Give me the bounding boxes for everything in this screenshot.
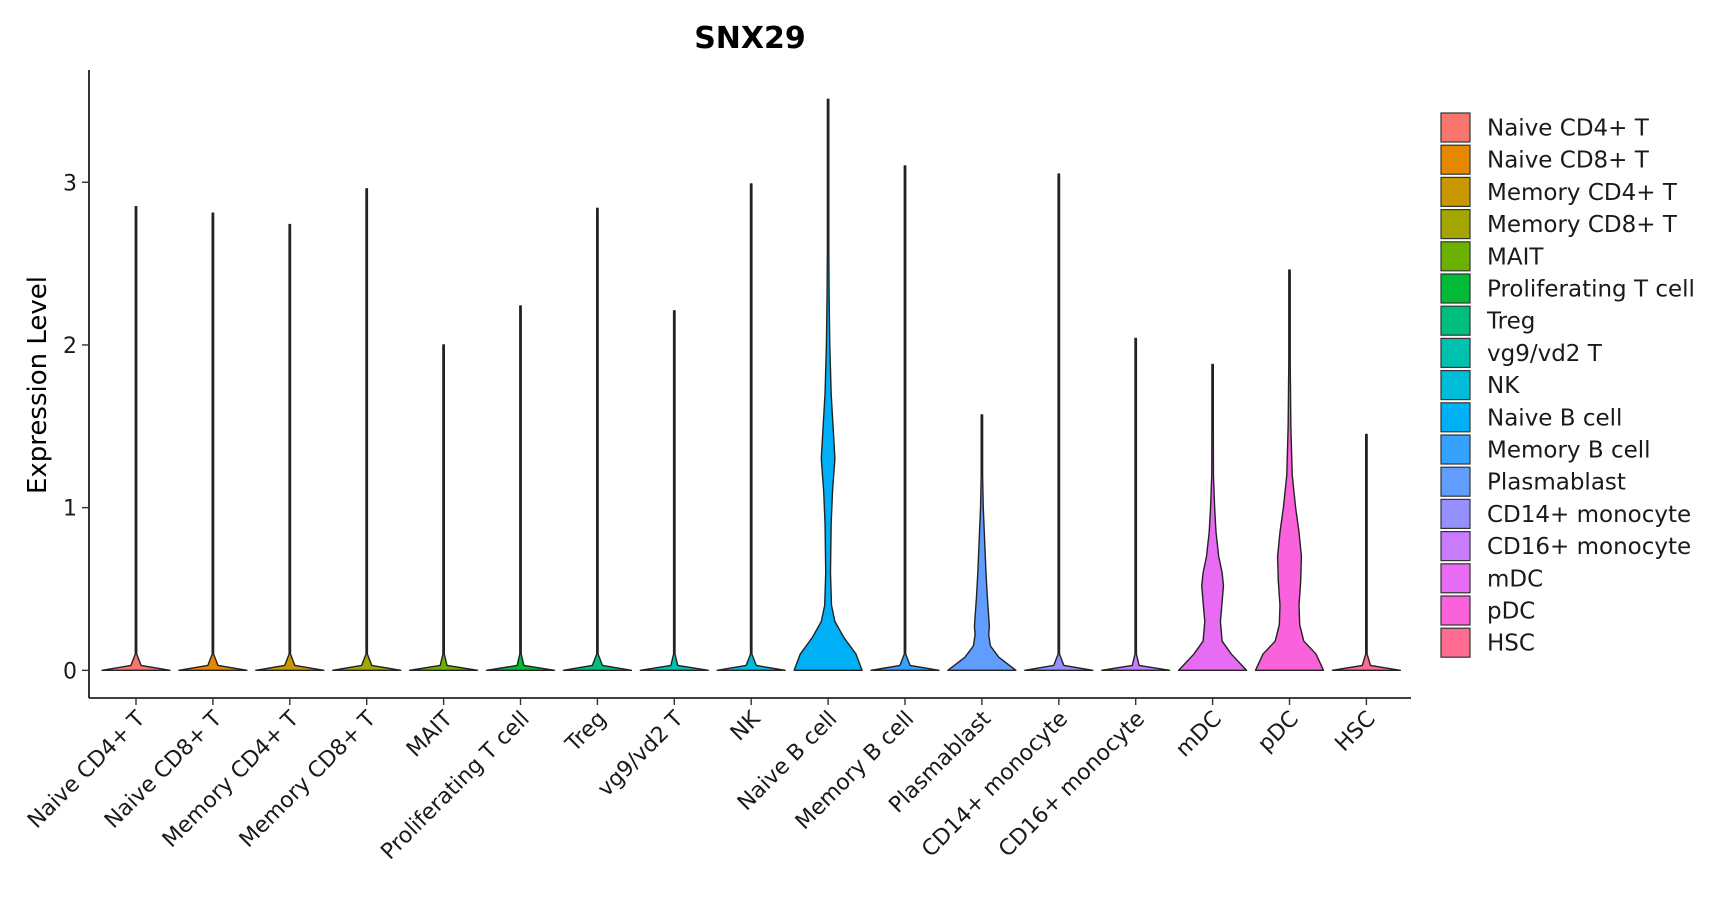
x-tick-label: mDC [1171, 707, 1227, 763]
x-tick-label: pDC [1253, 707, 1303, 757]
legend-swatch [1440, 209, 1471, 240]
y-tick-label: 2 [63, 334, 77, 359]
legend-label: Proliferating T cell [1487, 277, 1695, 303]
violin-pdc [1254, 269, 1325, 672]
legend: Naive CD4+ T Naive CD8+ T Memory CD4+ T Mem… [1440, 112, 1695, 658]
violin-naive-cd8-t [178, 212, 248, 672]
legend-swatch [1440, 337, 1471, 368]
legend-label: MAIT [1487, 244, 1544, 270]
legend-swatch [1440, 144, 1471, 175]
chart-title: SNX29 [694, 21, 806, 56]
violin-naive-cd4-t [101, 205, 171, 672]
violin-memory-cd8-t [332, 188, 402, 672]
legend-label: mDC [1487, 566, 1543, 592]
legend-swatch [1440, 176, 1471, 207]
y-axis-title: Expression Level [23, 276, 53, 494]
violin-memory-b-cell [870, 165, 940, 672]
legend-swatch [1440, 466, 1471, 497]
legend-swatch [1440, 273, 1471, 304]
violin-plasmablast [947, 414, 1017, 672]
x-tick-label: Proliferating T cell [376, 707, 534, 865]
violin-vg9-vd2-t [639, 310, 709, 672]
legend-label: Naive CD8+ T [1487, 148, 1650, 174]
legend-swatch [1440, 241, 1471, 272]
x-tick-label: CD16+ monocyte [994, 707, 1150, 863]
legend-swatch [1440, 112, 1471, 143]
violin-memory-cd4-t [255, 223, 325, 672]
violin-nk [716, 183, 786, 672]
legend-label: Treg [1486, 309, 1535, 335]
y-tick-label: 1 [63, 497, 77, 522]
legend-label: CD14+ monocyte [1487, 502, 1691, 528]
legend-label: Memory CD8+ T [1487, 212, 1678, 238]
y-tick-label: 0 [63, 659, 77, 684]
legend-swatch [1440, 370, 1471, 401]
legend-swatch [1440, 563, 1471, 594]
legend-swatch [1440, 530, 1471, 562]
legend-label: vg9/vd2 T [1487, 341, 1603, 367]
violin-cd14-monocyte [1024, 173, 1094, 672]
x-tick-label: Memory CD8+ T [235, 706, 382, 853]
violin-naive-b-cell [793, 98, 863, 672]
y-tick-label: 3 [63, 171, 77, 196]
violin-cd16-monocyte [1101, 337, 1171, 672]
x-tick-label: NK [726, 706, 766, 746]
x-tick-label: Memory CD4+ T [158, 706, 305, 853]
legend-swatch [1440, 305, 1471, 336]
legend-label: Naive CD4+ T [1487, 116, 1650, 142]
legend-label: Plasmablast [1487, 470, 1626, 496]
x-tick-label: HSC [1331, 707, 1381, 757]
violin-proliferating-t-cell [485, 305, 556, 672]
legend-label: Memory B cell [1487, 438, 1651, 464]
legend-label: Memory CD4+ T [1487, 180, 1678, 206]
legend-label: pDC [1487, 599, 1535, 625]
violin-hsc [1331, 433, 1402, 672]
legend-label: HSC [1487, 631, 1535, 657]
legend-label: Naive B cell [1487, 405, 1622, 431]
legend-label: NK [1487, 373, 1520, 399]
legend-swatch [1440, 402, 1471, 433]
x-tick-label: CD14+ monocyte [917, 707, 1073, 863]
legend-swatch [1440, 498, 1471, 529]
x-tick-label: Treg [561, 707, 612, 758]
x-tick-label: MAIT [402, 706, 458, 762]
violins [101, 98, 1402, 672]
violin-mdc [1177, 363, 1248, 672]
legend-swatch [1440, 595, 1471, 626]
legend-swatch [1440, 434, 1471, 465]
legend-label: CD16+ monocyte [1487, 534, 1691, 560]
violin-mait [408, 344, 479, 672]
violin-treg [562, 207, 633, 672]
legend-swatch [1440, 627, 1471, 658]
